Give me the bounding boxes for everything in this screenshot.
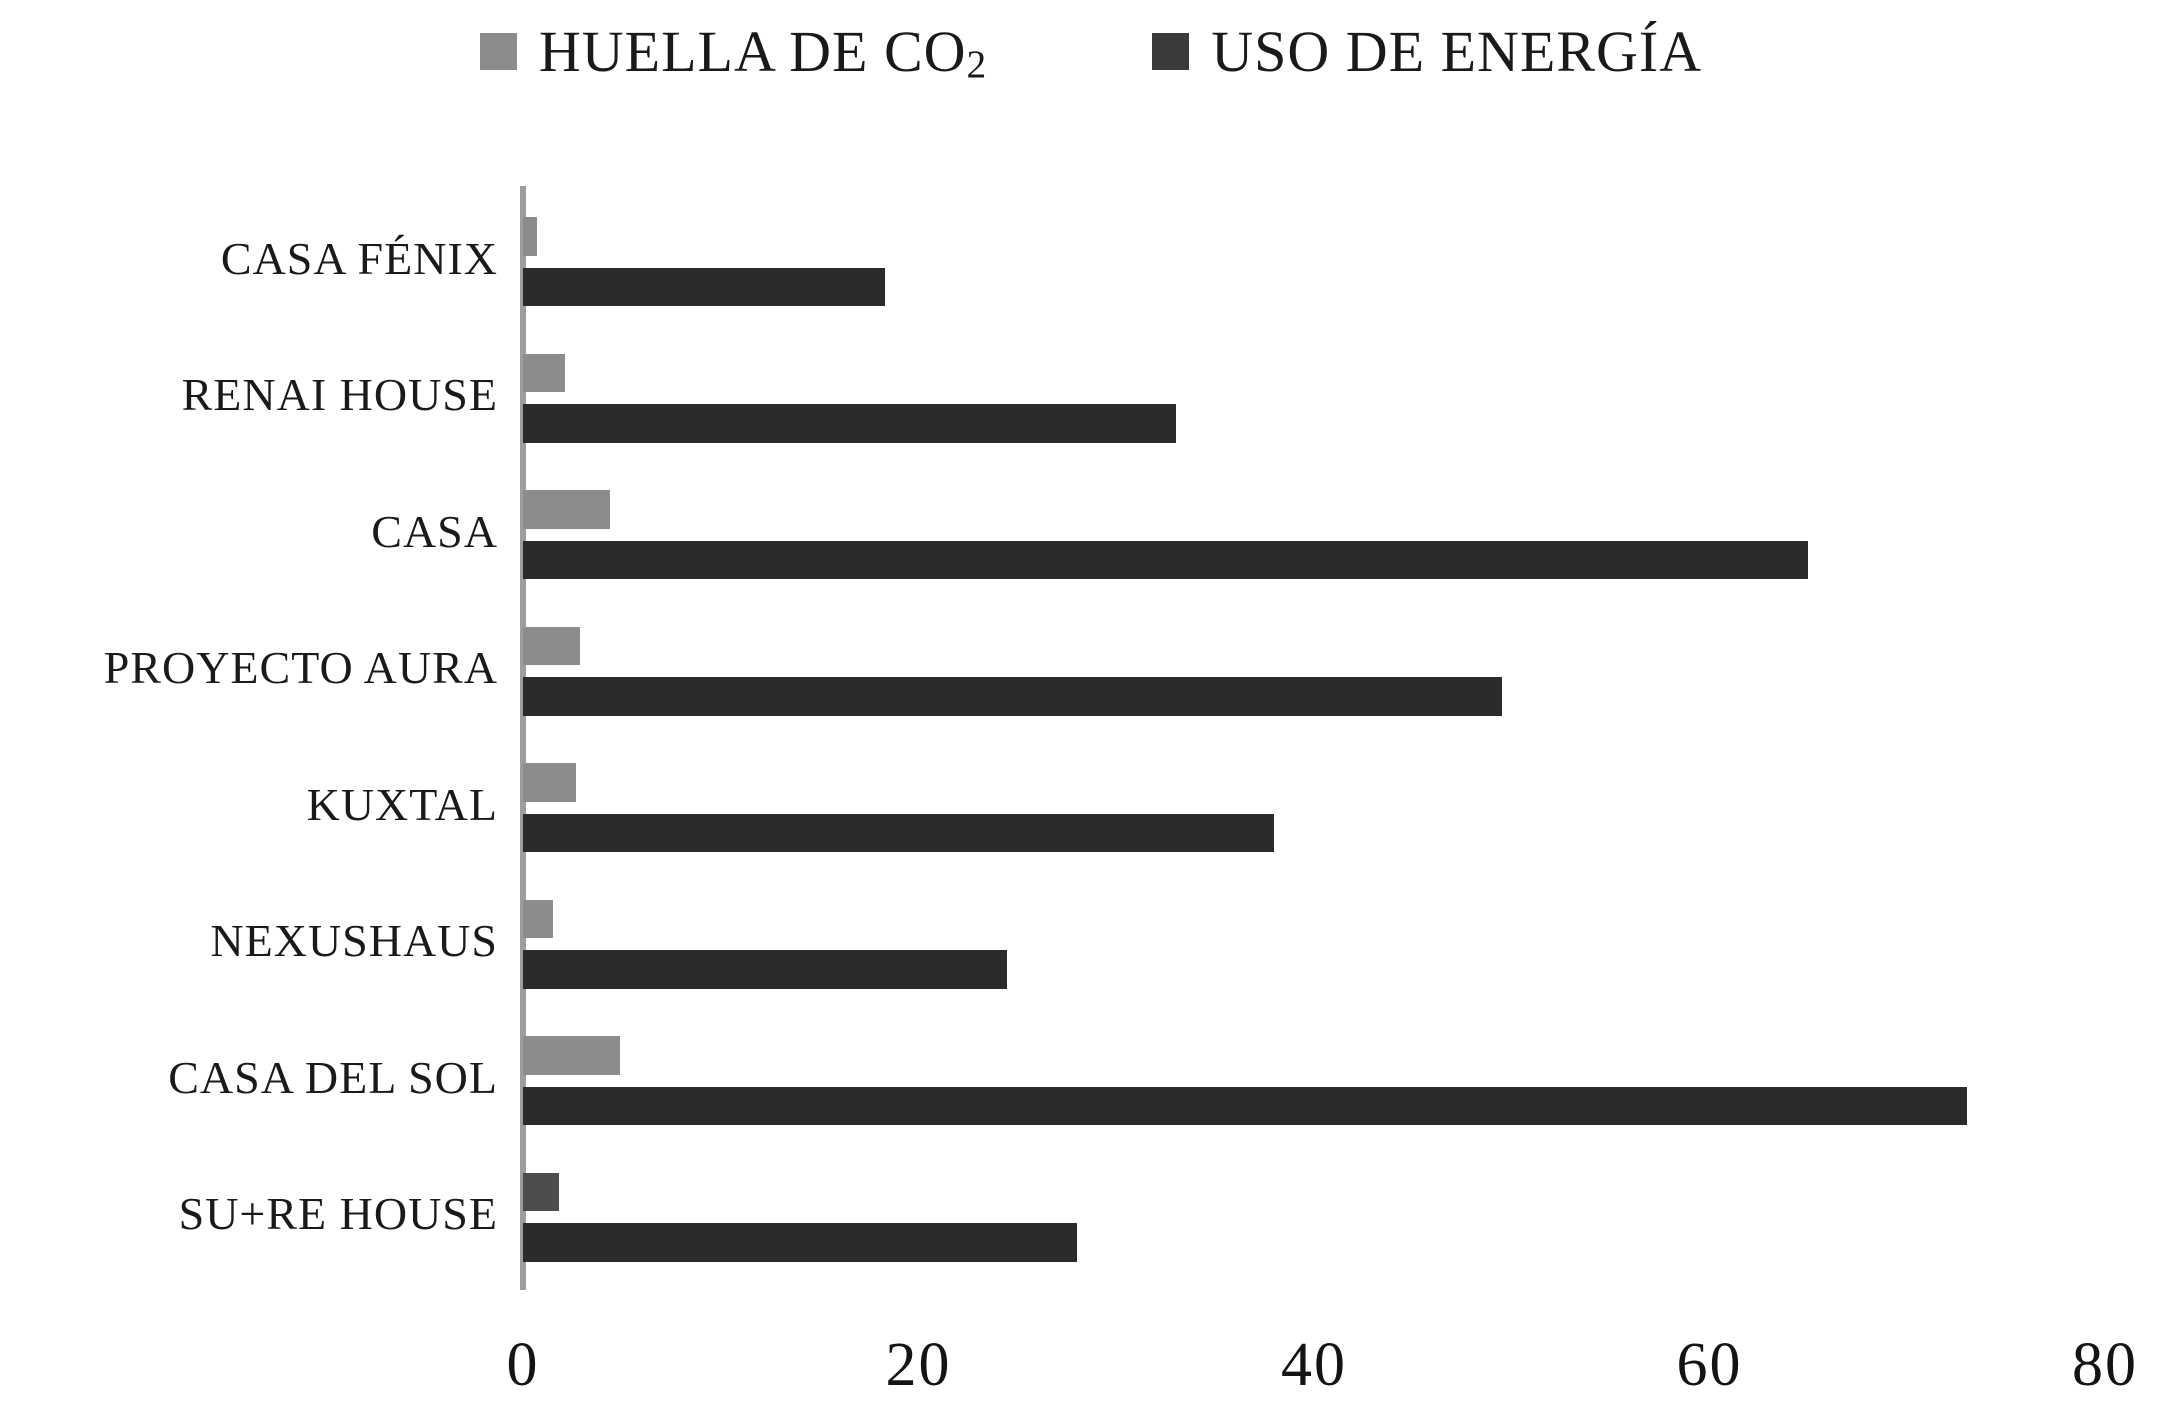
bar-huella-co2-casa-f-nix (523, 217, 537, 256)
bar-row-renai-house (523, 327, 2105, 464)
bar-huella-co2-kuxtal (523, 763, 577, 802)
category-label-casa-del-sol: CASA DEL SOL (168, 1051, 498, 1103)
legend-item-huella-co2: HUELLA DE CO2 (479, 18, 988, 86)
category-label-casa-f-nix: CASA FÉNIX (220, 232, 498, 284)
legend-label-uso-energia: USO DE ENERGÍA (1211, 19, 1703, 84)
bar-huella-co2-casa (523, 490, 610, 529)
category-label-casa: CASA (371, 505, 498, 557)
legend-swatch-uso-energia (1152, 33, 1190, 70)
bar-row-su-re-house (523, 1146, 2105, 1283)
x-tick-80: 80 (2072, 1331, 2138, 1399)
bar-huella-co2-casa-del-sol (523, 1036, 620, 1075)
bar-row-nexushaus (523, 873, 2105, 1010)
bar-uso-energia-casa-del-sol (523, 1086, 1967, 1126)
category-label-nexushaus: NEXUSHAUS (210, 915, 498, 967)
x-tick-60: 60 (1676, 1331, 1743, 1399)
bar-uso-energia-casa-f-nix (523, 267, 885, 307)
bar-uso-energia-renai-house (523, 404, 1176, 443)
chart-legend: HUELLA DE CO2 USO DE ENERGÍA (0, 18, 2182, 86)
category-label-kuxtal: KUXTAL (306, 778, 498, 830)
x-axis-ticks: 0 20 40 60 80 (507, 1330, 2137, 1420)
bar-uso-energia-kuxtal (523, 813, 1275, 853)
bar-uso-energia-casa (523, 540, 1809, 580)
plot-area (520, 186, 2105, 1290)
bar-uso-energia-su-re-house (523, 1223, 1077, 1262)
bar-huella-co2-nexushaus (523, 899, 553, 939)
category-label-su-re-house: SU+RE HOUSE (178, 1188, 498, 1240)
value-axis-line (520, 186, 526, 1290)
co2-subscript: 2 (966, 41, 988, 86)
legend-item-uso-energia: USO DE ENERGÍA (1152, 18, 1702, 85)
bar-uso-energia-nexushaus (523, 950, 1008, 989)
x-tick-40: 40 (1281, 1331, 1347, 1399)
bar-row-casa-del-sol (523, 1009, 2105, 1146)
bar-huella-co2-renai-house (523, 353, 565, 393)
bar-huella-co2-proyecto-aura (523, 626, 581, 666)
category-axis-labels: CASA FÉNIX RENAI HOUSE CASA PROYECTO AURA KU… (0, 190, 498, 1282)
legend-label-huella-co2: HUELLA DE CO2 (538, 19, 988, 86)
legend-swatch-huella-co2 (479, 33, 517, 70)
x-tick-20: 20 (885, 1331, 952, 1399)
category-label-renai-house: RENAI HOUSE (181, 369, 498, 421)
bar-uso-energia-proyecto-aura (523, 677, 1502, 716)
bar-row-casa-f-nix (523, 190, 2105, 327)
category-label-proyecto-aura: PROYECTO AURA (103, 642, 498, 694)
bar-row-proyecto-aura (523, 600, 2105, 737)
bar-row-kuxtal (523, 736, 2105, 873)
x-tick-0: 0 (506, 1331, 540, 1399)
bar-row-casa (523, 463, 2105, 600)
bar-huella-co2-su-re-house (523, 1172, 559, 1212)
